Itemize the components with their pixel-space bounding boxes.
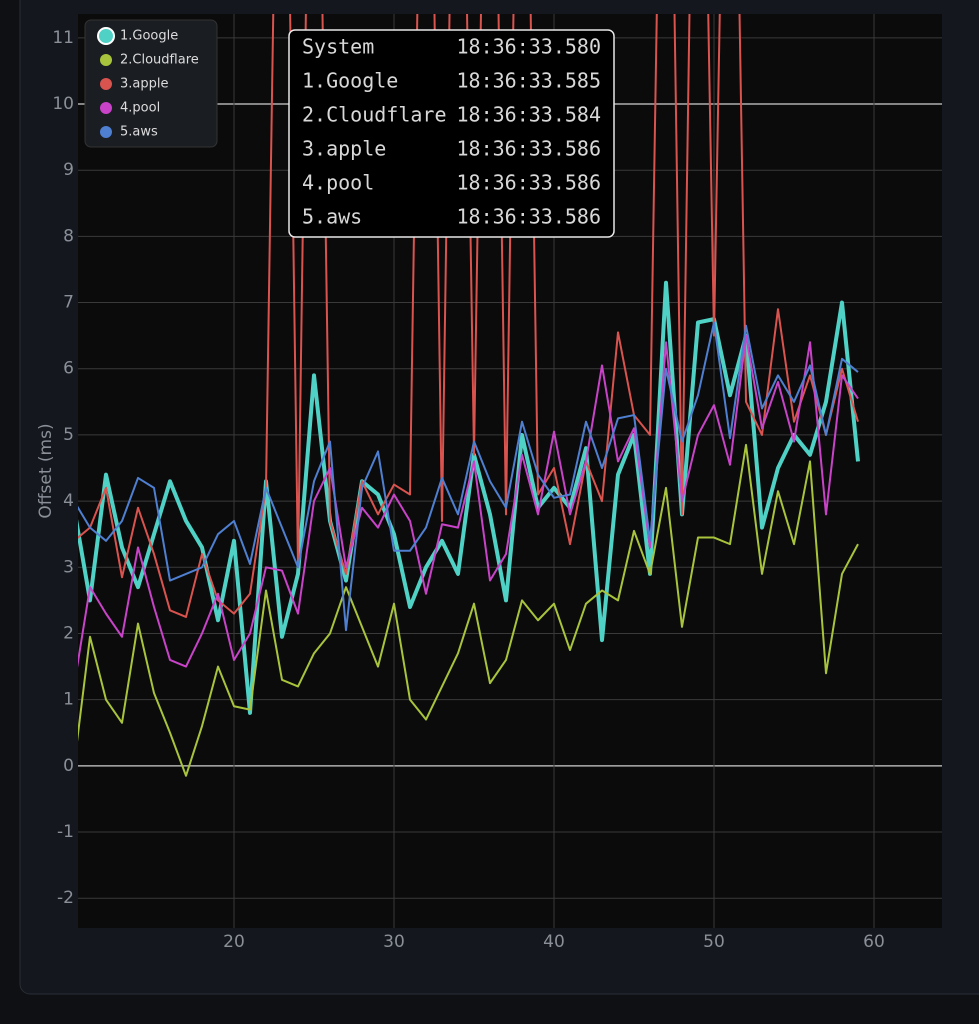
y-tick-label: 0	[63, 756, 74, 776]
clock-name: 5.aws	[302, 205, 362, 229]
clock-name: 1.Google	[302, 69, 398, 93]
legend-marker	[100, 54, 112, 66]
clock-time: 18:36:33.586	[457, 205, 602, 229]
clock-time: 18:36:33.586	[457, 137, 602, 161]
x-tick-label: 30	[383, 932, 405, 952]
y-tick-label: 10	[52, 94, 74, 114]
legend-label: 3.apple	[120, 77, 168, 92]
legend-marker	[100, 126, 112, 138]
x-tick-label: 20	[223, 932, 245, 952]
axes: -2 -1 0 1 2 3 4 5 6 7 8 9 10 11 20 30 40 50 60	[52, 28, 884, 952]
legend-marker	[100, 102, 112, 114]
y-axis-label: Offset (ms)	[36, 423, 56, 518]
y-tick-label: 6	[63, 359, 74, 379]
y-tick-label: 9	[63, 160, 74, 180]
lines	[78, 14, 860, 777]
clock-box	[288, 29, 615, 238]
y-tick-label: 8	[63, 226, 74, 246]
x-tick-label: 60	[863, 932, 885, 952]
clock-rows: System 18:36:33.580 1.Google 18:36:33.585 2.…	[302, 35, 601, 229]
series-line	[78, 334, 859, 668]
y-tick-label: 1	[63, 690, 74, 710]
y-tick-label: 4	[63, 491, 74, 511]
legend-items: 1.Google 2.Cloudflare 3.apple 4.pool 5.aws	[97, 27, 199, 140]
x-tick-label: 40	[543, 932, 565, 952]
y-tick-label: 7	[63, 293, 74, 313]
series-line	[78, 443, 859, 777]
legend-label: 5.aws	[120, 125, 158, 140]
legend-marker	[100, 78, 112, 90]
clock-name: 2.Cloudflare	[302, 103, 447, 127]
legend-label: 1.Google	[120, 29, 178, 44]
y-tick-label: -2	[57, 888, 74, 908]
y-tick-label: 2	[63, 623, 74, 643]
clock-name: System	[302, 35, 374, 59]
y-tick-label: 11	[52, 28, 74, 48]
clock-time: 18:36:33.580	[457, 35, 602, 59]
legend-label: 2.Cloudflare	[120, 53, 199, 68]
clock-time: 18:36:33.585	[457, 69, 602, 93]
clock-time: 18:36:33.586	[457, 171, 602, 195]
clock-name: 3.apple	[302, 137, 386, 161]
y-tick-label: 5	[63, 425, 74, 445]
y-tick-label: 3	[63, 557, 74, 577]
legend	[84, 19, 218, 148]
x-tick-label: 50	[703, 932, 725, 952]
clock-time: 18:36:33.584	[457, 103, 602, 127]
series-line	[78, 321, 859, 632]
clock-name: 4.pool	[302, 171, 374, 195]
y-tick-label: -1	[57, 822, 74, 842]
legend-marker	[97, 27, 115, 45]
legend-label: 4.pool	[120, 101, 160, 116]
